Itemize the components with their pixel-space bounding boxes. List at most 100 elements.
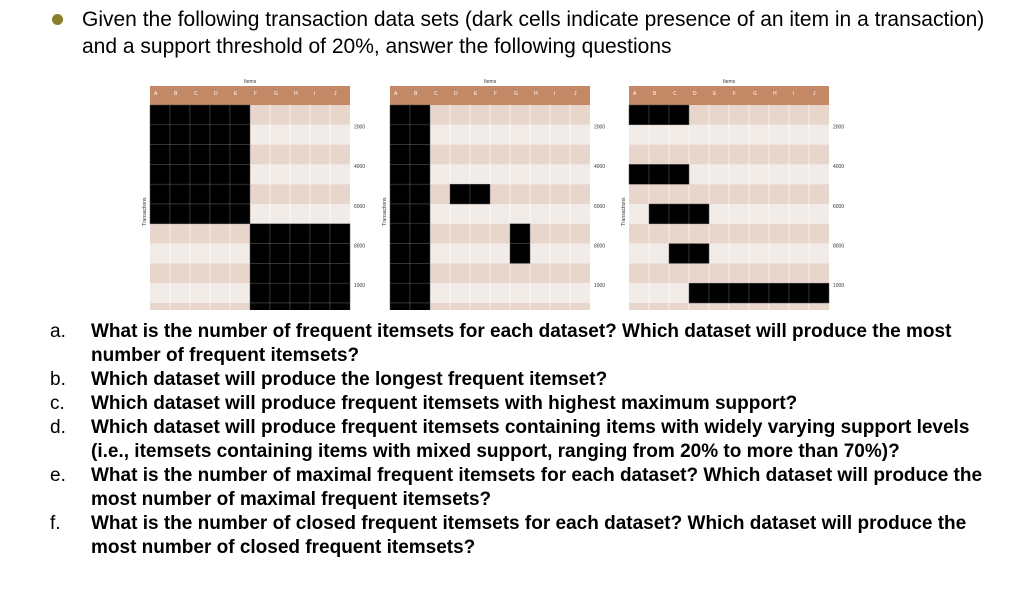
filled-cell xyxy=(189,164,211,185)
filled-cell xyxy=(409,144,431,165)
question-item: d. Which dataset will produce frequent it… xyxy=(50,416,1000,464)
filled-cell xyxy=(389,243,411,264)
filled-cell xyxy=(389,104,411,126)
column-label: G xyxy=(274,91,278,97)
filled-cell xyxy=(628,164,650,185)
filled-cell xyxy=(249,223,271,244)
filled-cell xyxy=(808,282,830,304)
column-label: J xyxy=(574,91,577,97)
filled-cell xyxy=(149,203,171,225)
column-label: H xyxy=(534,91,538,97)
row-tick-label: 2000 xyxy=(833,125,844,131)
filled-cell xyxy=(628,104,650,126)
filled-cell xyxy=(149,144,171,165)
filled-cell xyxy=(648,104,670,126)
filled-cell xyxy=(668,203,690,225)
column-label: A xyxy=(154,91,158,97)
question-letter: a. xyxy=(50,321,66,342)
dataset-grid: Items A B C D E F G H I J Transactions 2000 4000 6000 8… xyxy=(142,79,365,310)
filled-cell xyxy=(668,104,690,126)
column-label: H xyxy=(773,91,777,97)
dataset-figure-3: Items A B C D E F G H I J Transactions 2000 4000 6000 8… xyxy=(619,78,844,310)
filled-cell xyxy=(209,164,231,185)
transactions-label: Transactions xyxy=(142,197,148,226)
question-letter: b. xyxy=(50,369,66,390)
row-tick-label: 10000 xyxy=(594,283,605,289)
row-tick-label: 10000 xyxy=(354,283,365,289)
filled-cell xyxy=(688,203,710,225)
filled-cell xyxy=(289,282,311,304)
filled-cell xyxy=(209,124,231,145)
filled-cell xyxy=(309,282,331,304)
question-item: f. What is the number of closed frequent … xyxy=(50,512,1000,560)
filled-cell xyxy=(389,302,411,310)
filled-cell xyxy=(169,203,191,225)
row-tick-label: 8000 xyxy=(833,243,844,249)
filled-cell xyxy=(409,263,431,284)
question-item: e. What is the number of maximal frequent… xyxy=(50,464,1000,512)
question-text: Which dataset will produce frequent item… xyxy=(91,417,970,462)
row-tick-label: 6000 xyxy=(594,204,605,210)
column-label: G xyxy=(753,91,757,97)
question-letter: d. xyxy=(50,417,66,438)
question-letter: f. xyxy=(50,513,61,534)
filled-cell xyxy=(229,164,251,185)
question-item: c. Which dataset will produce frequent it… xyxy=(50,392,1000,416)
question-text: What is the number of closed frequent it… xyxy=(91,513,967,558)
question-item: a. What is the number of frequent itemset… xyxy=(50,320,1000,368)
filled-cell xyxy=(289,302,311,310)
filled-cell xyxy=(269,243,291,264)
filled-cell xyxy=(209,183,231,205)
header-bar xyxy=(150,86,350,105)
column-label: B xyxy=(414,91,418,97)
filled-cell xyxy=(189,183,211,205)
filled-cell xyxy=(389,144,411,165)
filled-cell xyxy=(169,164,191,185)
filled-cell xyxy=(269,302,291,310)
filled-cell xyxy=(189,124,211,145)
column-label: C xyxy=(194,91,198,97)
filled-cell xyxy=(289,223,311,244)
header-bar xyxy=(629,86,829,105)
column-label: A xyxy=(394,91,398,97)
items-label: Items xyxy=(244,79,257,85)
filled-cell xyxy=(209,104,231,126)
filled-cell xyxy=(209,203,231,225)
question-item: b. Which dataset will produce the longest… xyxy=(50,368,1000,392)
bullet-icon xyxy=(52,14,63,25)
filled-cell xyxy=(309,263,331,284)
filled-cell xyxy=(169,124,191,145)
row-tick-label: 4000 xyxy=(594,164,605,170)
question-letter: e. xyxy=(50,465,66,486)
dataset-figure-1: Items A B C D E F G H I J Transactions 2000 4000 6000 8… xyxy=(140,78,365,310)
filled-cell xyxy=(189,203,211,225)
filled-cell xyxy=(728,282,750,304)
header-bar xyxy=(390,86,590,105)
filled-cell xyxy=(249,282,271,304)
column-label: J xyxy=(813,91,816,97)
filled-cell xyxy=(309,302,331,310)
filled-cell xyxy=(708,282,730,304)
filled-cell xyxy=(389,183,411,205)
question-list: a. What is the number of frequent itemset… xyxy=(50,320,1000,560)
filled-cell xyxy=(149,183,171,205)
column-label: C xyxy=(434,91,438,97)
filled-cell xyxy=(688,243,710,264)
filled-cell xyxy=(329,263,351,284)
filled-cell xyxy=(409,164,431,185)
row-tick-label: 10000 xyxy=(833,283,844,289)
filled-cell xyxy=(169,104,191,126)
row-tick-label: 6000 xyxy=(354,204,365,210)
question-text: Which dataset will produce frequent item… xyxy=(91,393,798,414)
filled-cell xyxy=(668,164,690,185)
filled-cell xyxy=(189,104,211,126)
column-label: I xyxy=(314,91,315,97)
question-text: What is the number of frequent itemsets … xyxy=(91,321,952,366)
column-label: D xyxy=(454,91,458,97)
filled-cell xyxy=(389,263,411,284)
column-label: J xyxy=(334,91,337,97)
filled-cell xyxy=(249,302,271,310)
dataset-grid: Items A B C D E F G H I J Transactions 2000 4000 6000 8… xyxy=(621,79,844,310)
filled-cell xyxy=(329,243,351,264)
items-label: Items xyxy=(723,79,736,85)
